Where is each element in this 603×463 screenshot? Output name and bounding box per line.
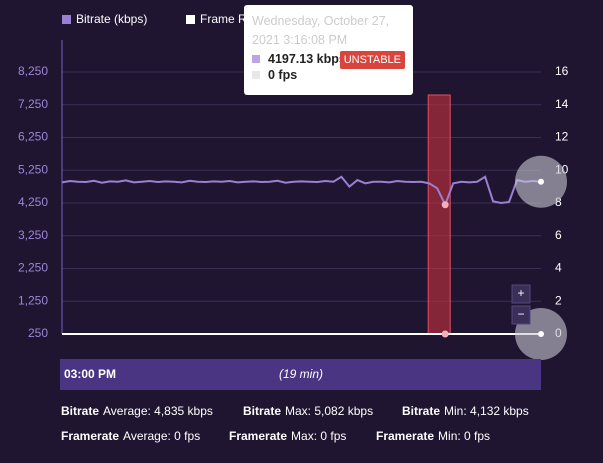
stat: Bitrate Average: 4,835 kbps: [61, 404, 213, 418]
y2-tick-label: 2: [555, 293, 562, 307]
y-tick-label: 1,250: [18, 293, 48, 307]
y2-tick-label: 16: [555, 64, 569, 78]
y-tick-label: 8,250: [18, 64, 48, 78]
y-tick-label: 4,250: [18, 195, 48, 209]
stat-value: Min: 4,132 kbps: [444, 404, 529, 418]
y-tick-label: 250: [28, 326, 48, 340]
stat-label: Bitrate: [243, 404, 281, 418]
stat-label: Framerate: [376, 429, 434, 443]
zoom-in-button[interactable]: [511, 284, 531, 304]
y-tick-label: 5,250: [18, 162, 48, 176]
y-tick-label: 6,250: [18, 130, 48, 144]
legend-swatch: [186, 15, 195, 24]
swatch: [252, 55, 260, 63]
tooltip: Wednesday, October 27, 2021 3:16:08 PM 4…: [244, 5, 413, 95]
y2-tick-label: 8: [555, 195, 562, 209]
stat-value: Average: 0 fps: [123, 429, 200, 443]
tooltip-row: 4197.13 kbps: [252, 52, 405, 66]
stat-value: Max: 0 fps: [291, 429, 346, 443]
stat-label: Bitrate: [61, 404, 99, 418]
stat: Bitrate Min: 4,132 kbps: [402, 404, 529, 418]
tooltip-fps: 0 fps: [268, 68, 298, 82]
navigator-duration: (19 min): [279, 367, 323, 381]
legend-label: Bitrate (kbps): [76, 12, 147, 26]
status-badge: UNSTABLE: [339, 51, 405, 69]
y2-tick-label: 12: [555, 130, 569, 144]
stat: Framerate Min: 0 fps: [376, 429, 490, 443]
stat: Framerate Max: 0 fps: [229, 429, 346, 443]
stat-label: Framerate: [61, 429, 119, 443]
tooltip-bitrate: 4197.13 kbps: [268, 52, 346, 66]
navigator-start: 03:00 PM: [64, 367, 116, 381]
end-marker: [538, 331, 544, 337]
series-line: [61, 175, 542, 208]
swatch: [252, 71, 260, 79]
zoom-in-label[interactable]: +: [517, 286, 524, 300]
y2-tick-label: 6: [555, 228, 562, 242]
hover-marker: [441, 330, 449, 338]
stat-value: Max: 5,082 kbps: [285, 404, 373, 418]
y-tick-label: 2,250: [18, 261, 48, 275]
zoom-out-label[interactable]: −: [517, 307, 524, 321]
y2-tick-label: 4: [555, 261, 562, 275]
tooltip-row: 0 fps: [252, 68, 405, 82]
stat: Framerate Average: 0 fps: [61, 429, 200, 443]
navigator: [60, 359, 541, 390]
stat: Bitrate Max: 5,082 kbps: [243, 404, 373, 418]
y2-tick-label: 14: [555, 97, 569, 111]
stat-label: Bitrate: [402, 404, 440, 418]
zoom-out-button[interactable]: [511, 305, 531, 325]
y-tick-label: 7,250: [18, 97, 48, 111]
tooltip-time: Wednesday, October 27, 2021 3:16:08 PM: [252, 14, 390, 47]
stat-value: Average: 4,835 kbps: [103, 404, 213, 418]
highlight-band: [427, 94, 451, 335]
stat-label: Framerate: [229, 429, 287, 443]
legend-swatch: [62, 15, 71, 24]
stat-value: Min: 0 fps: [438, 429, 490, 443]
end-marker: [538, 178, 544, 185]
hover-marker: [441, 201, 449, 209]
y-tick-label: 3,250: [18, 228, 48, 242]
